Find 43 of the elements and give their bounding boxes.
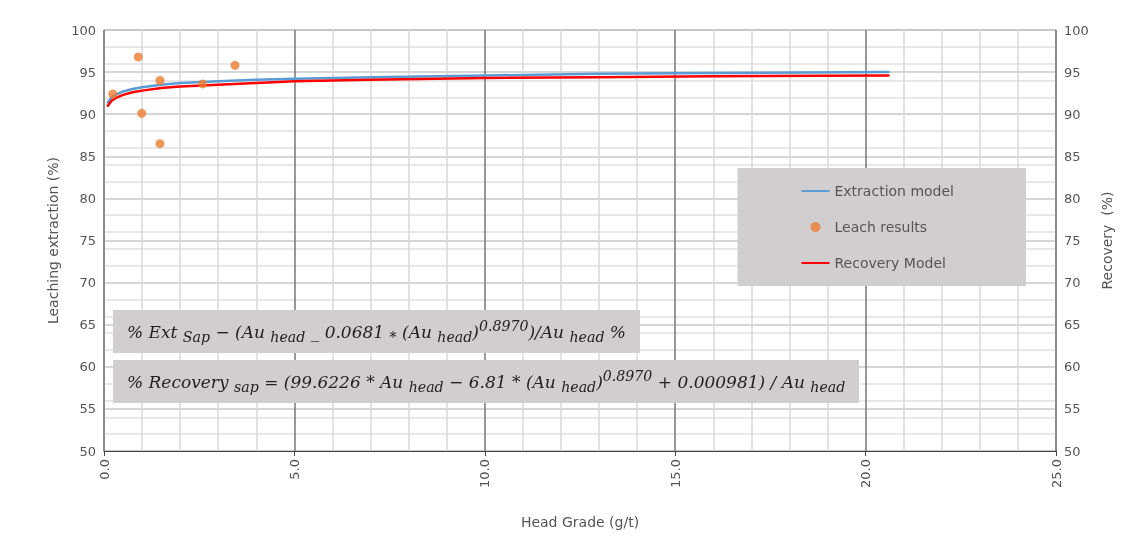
text: % Ext $_{Sap}$ − (Au $_{head}$ _ 0.0681 $_{*}$ (Au $_{head}$)$^{0.8970}$)/Au $_{head}$ % — [127, 318, 627, 346]
y2-tick-label: 55 — [1064, 401, 1081, 417]
x-tick-label: 20.0 — [858, 459, 874, 488]
y-tick-label: 65 — [79, 317, 96, 333]
y-tick-label: 50 — [79, 443, 96, 459]
y-tick-label: 95 — [79, 64, 96, 80]
y-tick-label: 70 — [79, 275, 96, 291]
y2-tick-label: 100 — [1064, 22, 1089, 38]
y-tick-label: 75 — [79, 233, 96, 248]
y2-tick-label: 75 — [1064, 233, 1081, 248]
point — [108, 89, 118, 99]
y-tick-label: 90 — [79, 106, 96, 122]
point — [133, 52, 143, 62]
legend-label: Leach results — [834, 219, 928, 235]
y2-tick-label: 50 — [1064, 443, 1081, 459]
point — [155, 139, 165, 149]
y2-axis-title: Recovery (%) — [1098, 191, 1115, 290]
x-tick-label: 5.0 — [286, 459, 302, 480]
y-tick-label: 85 — [79, 148, 96, 164]
y-axis-title: Leaching extraction (%) — [45, 156, 62, 325]
legend-label: Recovery Model — [834, 255, 946, 271]
x-tick-label: 25.0 — [1048, 459, 1064, 488]
x-tick-label: 0.0 — [96, 459, 112, 480]
y-tick-label: 60 — [79, 359, 96, 375]
y2-tick-label: 60 — [1064, 359, 1081, 375]
y-tick-label: 80 — [79, 190, 96, 206]
point — [198, 79, 208, 89]
x-tick-label: 10.0 — [477, 459, 493, 488]
x-tick-label: 15.0 — [667, 459, 683, 488]
point — [137, 108, 147, 118]
y2-tick-label: 80 — [1064, 190, 1081, 206]
y2-tick-label: 95 — [1064, 64, 1081, 80]
y2-tick-label: 90 — [1064, 106, 1081, 122]
y-tick-label: 100 — [71, 22, 96, 38]
y2-tick-label: 85 — [1064, 148, 1081, 164]
legend-label: Extraction model — [834, 183, 954, 199]
text: % Recovery $_{sap}$ = (99.6226 * Au $_{head}$ − 6.81 * (Au $_{head}$)$^{0.8970}$ + 0.000981) / Au $_{head}$ — [127, 368, 846, 396]
point — [155, 76, 165, 86]
y2-tick-label: 65 — [1064, 317, 1081, 333]
point — [230, 60, 240, 70]
y-tick-label: 55 — [79, 401, 96, 417]
x-axis-title: Head Grade (g/t) — [520, 514, 640, 530]
y2-tick-label: 70 — [1064, 275, 1081, 291]
